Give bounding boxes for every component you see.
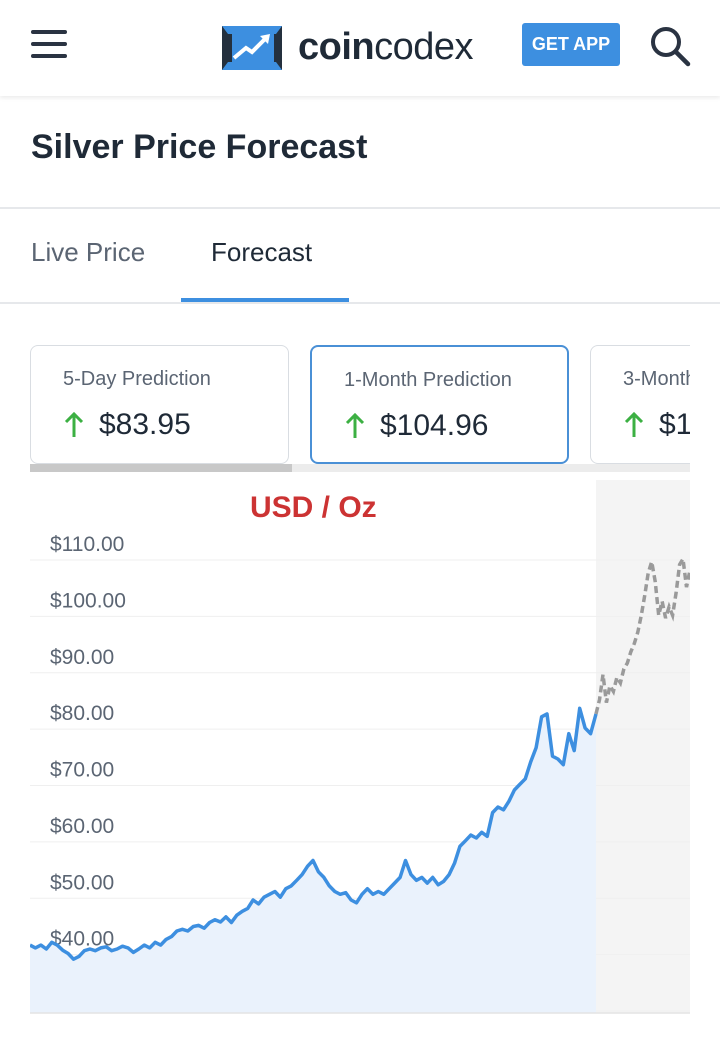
arrow-up-icon — [345, 412, 365, 438]
y-tick-label: $50.00 — [50, 871, 114, 894]
card-5-day-prediction[interactable]: 5-Day Prediction $83.95 — [30, 345, 289, 464]
historical-price-line — [30, 706, 598, 961]
y-axis-ticks: $110.00 $100.00 $90.00 $80.00 $70.00 $60.00 $5… — [50, 533, 126, 1007]
y-tick-label: $80.00 — [50, 702, 114, 725]
brand-logo[interactable]: coincodex — [220, 18, 510, 76]
card-3-month-prediction[interactable]: 3-Month Prediction $1 — [590, 345, 690, 464]
tab-forecast[interactable]: Forecast — [211, 237, 313, 267]
y-tick-label: $90.00 — [50, 646, 114, 669]
card-label: 5-Day Prediction — [63, 368, 211, 390]
get-app-button[interactable]: GET APP — [522, 23, 620, 66]
coincodex-logo-icon — [222, 26, 282, 70]
app-header: coincodex GET APP — [0, 0, 720, 96]
tab-live-price[interactable]: Live Price — [31, 237, 146, 267]
card-value-text: $83.95 — [99, 408, 191, 441]
arrow-up-icon — [64, 411, 84, 437]
card-1-month-prediction[interactable]: 1-Month Prediction $104.96 — [310, 345, 569, 464]
y-tick-label: $60.00 — [50, 815, 114, 838]
card-label: 3-Month Prediction — [623, 368, 690, 390]
prediction-cards: 5-Day Prediction $83.95 1-Month Predicti… — [30, 344, 690, 472]
divider — [0, 302, 720, 304]
divider — [0, 207, 720, 209]
cards-scrollbar-thumb[interactable] — [30, 464, 292, 472]
y-tick-label: $70.00 — [50, 759, 114, 782]
card-value: $1 — [623, 408, 690, 442]
tab-bar: Live Price Forecast — [0, 209, 720, 303]
forecast-price-line — [594, 553, 690, 715]
cards-scrollbar-track[interactable] — [30, 464, 690, 472]
search-icon[interactable] — [648, 24, 692, 68]
y-tick-label: $40.00 — [50, 928, 114, 951]
page-title: Silver Price Forecast — [31, 128, 368, 166]
card-value: $83.95 — [63, 408, 191, 442]
active-tab-indicator — [181, 298, 349, 302]
forecast-region-shade — [596, 480, 690, 1013]
y-tick-label: $100.00 — [50, 589, 126, 612]
price-forecast-chart[interactable]: $110.00 $100.00 $90.00 $80.00 $70.00 $60.00 $5… — [30, 480, 690, 1015]
card-value-text: $104.96 — [380, 409, 489, 442]
y-tick-label: $110.00 — [50, 533, 124, 556]
card-value-text: $1 — [659, 408, 690, 441]
card-label: 1-Month Prediction — [344, 369, 512, 391]
chart-unit-label: USD / Oz — [250, 491, 377, 524]
brand-wordmark: coincodex — [298, 26, 474, 68]
card-value: $104.96 — [344, 409, 488, 443]
arrow-up-icon — [624, 411, 644, 437]
hamburger-icon[interactable] — [31, 28, 69, 62]
